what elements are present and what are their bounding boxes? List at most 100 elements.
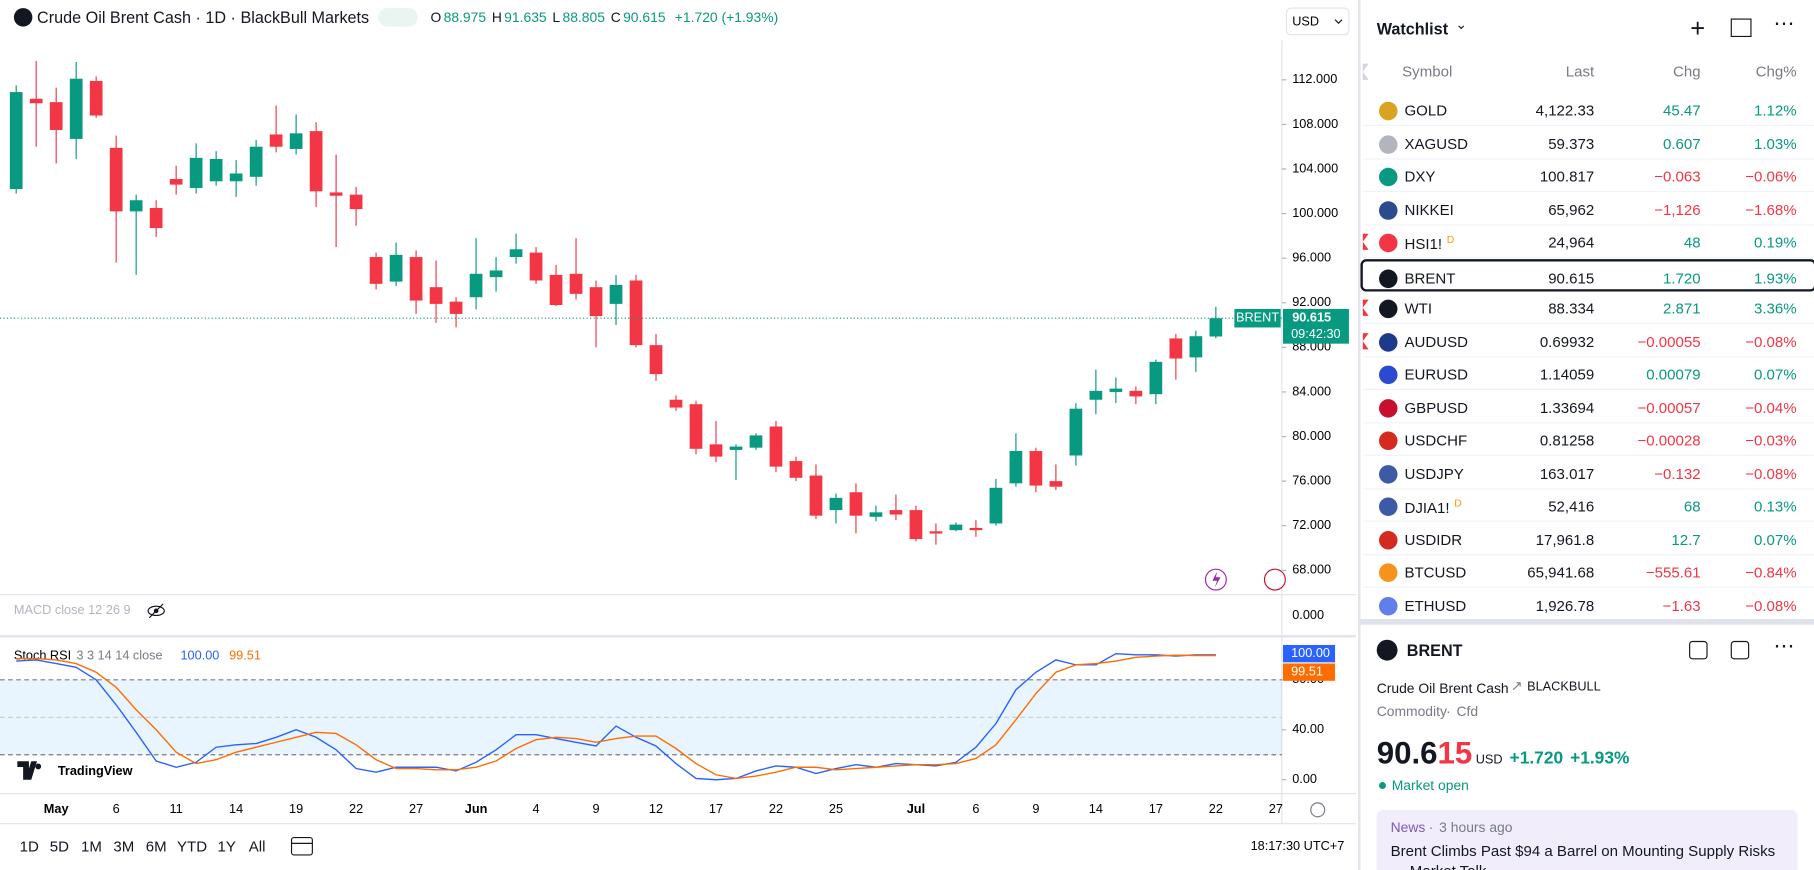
range-button[interactable]: 1M [80, 837, 102, 855]
ohlc-value: 88.805 [562, 9, 605, 26]
chg-pct: −0.08% [1745, 332, 1797, 351]
candle-body [769, 426, 783, 467]
x-tick-label: May [44, 801, 69, 816]
y-tick-label: 76.000 [1292, 472, 1331, 487]
add-symbol[interactable]: + [1690, 13, 1706, 43]
currency-button[interactable] [1285, 7, 1350, 36]
candle-body [1129, 390, 1143, 397]
chg-pct: −0.08% [1745, 464, 1797, 483]
hide-icon[interactable] [147, 603, 165, 619]
range-button[interactable]: 3M [113, 837, 135, 855]
ohlc-key: O [430, 9, 442, 26]
ohlc-value: 90.615 [623, 9, 666, 26]
y-tick-label: 100.000 [1292, 205, 1338, 220]
watchlist-row[interactable]: HSI1! D 24,964 48 0.19% [1362, 226, 1814, 259]
x-tick-label: 9 [1032, 801, 1039, 816]
candle-body [229, 173, 243, 182]
candle-body [489, 270, 503, 278]
last: 1.33694 [1539, 398, 1595, 417]
candle-body [1009, 451, 1023, 484]
symbol-icon [1379, 497, 1398, 517]
row-flag [1362, 233, 1369, 251]
change: +1.720 (+1.93%) [674, 9, 779, 26]
layout-icon[interactable] [1730, 18, 1752, 38]
last: 1.14059 [1539, 365, 1595, 384]
symbol-icon [1379, 530, 1398, 550]
watchlist-row[interactable]: GBPUSD 1.33694 −0.00057 −0.04% [1362, 391, 1814, 424]
detail-edit-icon[interactable] [1730, 640, 1750, 660]
stoch-params: 3 3 14 14 close [76, 647, 162, 662]
event-bolt [1212, 571, 1221, 588]
settings-icon[interactable] [1310, 802, 1326, 818]
event-flag[interactable] [1263, 568, 1286, 591]
watchlist-row[interactable]: WTI 88.334 2.871 3.36% [1362, 292, 1814, 325]
macd-title: MACD close 12 26 9 [14, 602, 131, 617]
last: 100.817 [1539, 167, 1595, 186]
symbol: NIKKEI [1404, 200, 1454, 219]
detail-change-pct: +1.93% [1570, 748, 1630, 769]
detail-change: +1.720 [1509, 748, 1564, 769]
more-icon[interactable]: ⋯ [1773, 11, 1795, 35]
symbol-icon [1379, 563, 1398, 583]
chg-pct: 0.13% [1753, 497, 1797, 516]
symbol: DXY [1404, 167, 1436, 186]
watchlist-caret[interactable]: ⌄ [1455, 16, 1468, 33]
range-button[interactable]: 5D [49, 837, 69, 855]
candle-body [669, 399, 683, 408]
chg-pct: 1.12% [1753, 101, 1797, 120]
detail-grid-icon[interactable] [1689, 640, 1708, 660]
news-headline: Brent Climbs Past $94 a Barrel on Mounti… [1390, 842, 1776, 870]
candle-body [1069, 408, 1083, 456]
watchlist-row[interactable]: AUDUSD 0.69932 −0.00055 −0.08% [1362, 325, 1814, 358]
news-card[interactable]: News · 3 hours ago Brent Climbs Past $94… [1376, 809, 1798, 870]
range-button[interactable]: 6M [145, 837, 167, 855]
watchlist-title[interactable]: Watchlist [1376, 19, 1449, 39]
y-tick-label: 104.000 [1292, 160, 1338, 175]
watchlist-row[interactable]: BRENT 90.615 1.720 1.93% [1360, 258, 1814, 292]
x-tick-label: 17 [709, 801, 723, 816]
symbol-icon [13, 8, 33, 27]
stoch-line [16, 654, 1216, 780]
x-tick-label: 4 [533, 801, 540, 816]
watchlist-row[interactable]: USDJPY 163.017 −0.132 −0.08% [1362, 457, 1814, 490]
detail-more[interactable]: ⋯ [1773, 633, 1795, 658]
candle-body [9, 92, 23, 190]
last-price-label: 90.615 [1292, 310, 1331, 325]
watchlist-row[interactable]: ETHUSD 1,926.78 −1.63 −0.08% [1362, 589, 1814, 622]
range-button[interactable]: 1D [19, 837, 39, 855]
symbol-icon [1379, 269, 1398, 288]
candle-body [49, 102, 63, 131]
ohlc-key: L [552, 9, 561, 26]
watchlist-row[interactable]: USDCHF 0.81258 −0.00028 −0.03% [1362, 424, 1814, 457]
y-tick-label: 108.000 [1292, 116, 1338, 131]
chg-pct: 1.03% [1753, 134, 1797, 153]
logo-mark [17, 761, 42, 780]
x-tick-label: 12 [649, 801, 663, 816]
range-button[interactable]: All [248, 837, 266, 855]
watchlist-row[interactable]: NIKKEI 65,962 −1,126 −1.68% [1362, 193, 1814, 226]
chg: −0.132 [1654, 464, 1701, 483]
candle-body [969, 527, 983, 531]
watchlist-row[interactable]: DXY 100.817 −0.063 −0.06% [1362, 160, 1814, 193]
badge: D [1454, 497, 1462, 510]
range-button[interactable]: YTD [177, 837, 208, 855]
external-link[interactable]: ↗ [1510, 677, 1523, 695]
range-button[interactable]: 1Y [217, 837, 236, 855]
watchlist-row[interactable]: EURUSD 1.14059 0.00079 0.07% [1362, 358, 1814, 391]
watchlist-row[interactable]: GOLD 4,122.33 45.47 1.12% [1362, 94, 1814, 127]
watchlist-row[interactable]: BTCUSD 65,941.68 −555.61 −0.84% [1362, 556, 1814, 589]
y-tick-label: 0.00 [1292, 771, 1317, 786]
watchlist-row[interactable]: DJIA1! D 52,416 68 0.13% [1362, 490, 1814, 523]
panel-divider [1360, 618, 1814, 625]
detail-name[interactable]: Crude Oil Brent Cash [1376, 680, 1509, 697]
detail-currency: USD [1475, 753, 1503, 768]
watchlist-row[interactable]: XAGUSD 59.373 0.607 1.03% [1362, 127, 1814, 160]
candle-body [649, 345, 663, 375]
x-tick-label: 27 [1269, 801, 1283, 816]
watchlist-row[interactable]: USDIDR 17,961.8 12.7 0.07% [1362, 523, 1814, 556]
y-tick-label: 80.000 [1292, 428, 1331, 443]
date-range-icon[interactable] [290, 837, 313, 856]
symbol-tag: BRENT [1236, 310, 1279, 325]
chg-pct: −0.04% [1745, 398, 1797, 417]
